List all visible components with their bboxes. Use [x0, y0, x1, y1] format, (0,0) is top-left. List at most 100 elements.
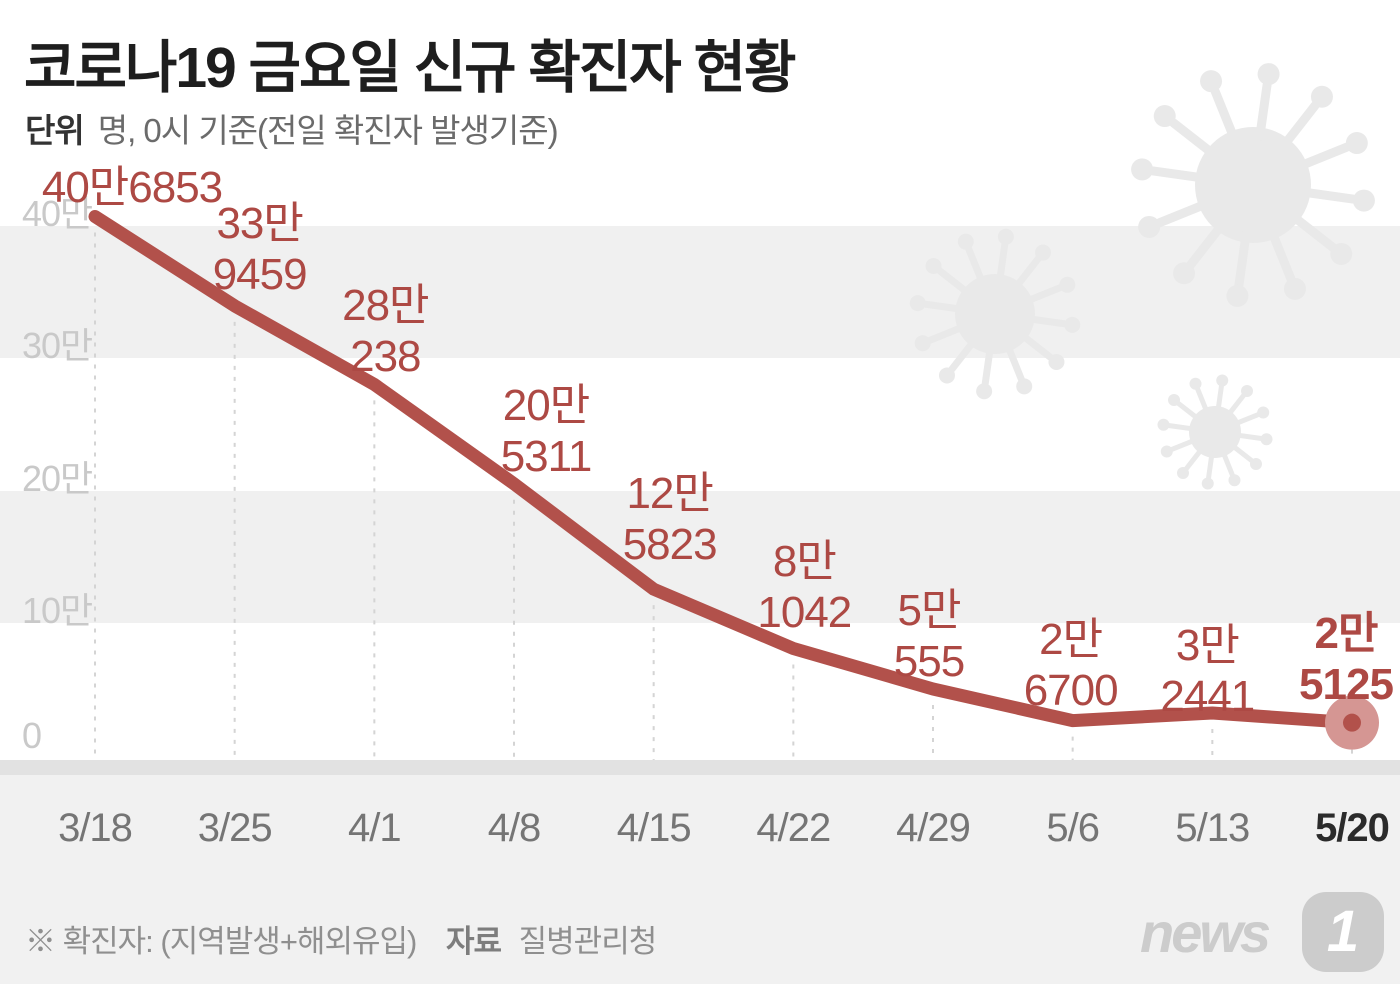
data-label: 33만 9459	[140, 198, 380, 300]
logo-one-badge: 1	[1302, 892, 1384, 972]
virus-spike	[1287, 210, 1338, 252]
virus-spike	[1229, 443, 1254, 463]
virus-spike	[1266, 226, 1296, 284]
data-label: 5만 555	[809, 585, 1049, 687]
virus-spike-tip	[1228, 474, 1241, 487]
virus-spike	[1210, 86, 1240, 144]
data-label: 2만 6700	[951, 614, 1191, 716]
data-label-line: 8만	[772, 537, 837, 586]
data-label: 20만 5311	[426, 380, 666, 482]
data-label-line: 20만	[502, 381, 590, 430]
virus-spike	[1220, 449, 1235, 478]
virus-spike	[1206, 451, 1215, 481]
virus-spike-tip	[1330, 242, 1353, 265]
data-label: 8만 1042	[684, 536, 924, 638]
trend-line	[88, 210, 1359, 730]
virus-spike	[965, 245, 986, 286]
note-body: (지역발생+해외유입)	[160, 924, 417, 959]
virus-spike	[1186, 219, 1228, 270]
virus-spike	[1012, 255, 1042, 291]
y-axis-label: 20만	[22, 457, 93, 499]
virus-spike-tip	[938, 367, 955, 384]
virus-spike	[1154, 198, 1212, 228]
virus-spike-tip	[976, 383, 993, 400]
virus-spike	[1234, 432, 1264, 441]
data-label-line: 555	[893, 637, 965, 686]
x-axis-label: 5/20	[1315, 806, 1390, 850]
data-label-line: 9459	[212, 250, 308, 299]
virus-spike	[1004, 342, 1025, 383]
virus-spike	[1297, 187, 1358, 204]
virus-spike-tip	[1283, 277, 1306, 300]
virus-spike	[1232, 412, 1261, 427]
data-label: 2만 5125	[1226, 608, 1400, 710]
virus-spike-tip	[914, 335, 931, 352]
virus-spike-tip	[1138, 215, 1161, 238]
virus-spike	[1255, 80, 1272, 141]
data-label-line: 5311	[500, 432, 593, 481]
virus-spike-tip	[1131, 158, 1154, 181]
note-prefix: ※ 확진자:	[25, 924, 154, 959]
plot-band	[0, 490, 1400, 624]
data-label-line: 5125	[1299, 660, 1394, 709]
x-axis-label: 4/1	[348, 806, 402, 850]
virus-watermark-icon	[909, 228, 1081, 400]
virus-spike-tip	[1168, 393, 1181, 406]
virus-watermark-icon	[1157, 374, 1273, 490]
virus-spike	[948, 337, 978, 373]
virus-spike-tip	[1257, 406, 1270, 419]
virus-body	[1189, 406, 1241, 458]
virus-spike-tip	[1153, 105, 1176, 128]
virus-spike-tip	[1201, 477, 1214, 490]
data-label-line: 6700	[1023, 666, 1119, 715]
data-label-line: 12만	[626, 469, 713, 518]
virus-body	[1195, 127, 1311, 243]
virus-spike	[1215, 383, 1224, 413]
x-axis-label: 4/22	[756, 806, 831, 850]
virus-spike-tip	[1016, 378, 1033, 395]
data-label-line: 40만6853	[41, 163, 223, 212]
virus-spike-tip	[1160, 445, 1173, 458]
virus-spike-tip	[1059, 276, 1076, 293]
data-label-line: 5823	[622, 520, 718, 569]
data-label-line: 3만	[1175, 621, 1240, 670]
data-label: 28만 238	[265, 280, 505, 382]
footer-background	[0, 775, 1400, 984]
virus-spike	[926, 323, 967, 344]
data-label-line: 2만	[1039, 615, 1103, 664]
data-label-line: 33만	[216, 199, 303, 248]
x-axis-label: 3/25	[197, 806, 273, 850]
virus-spike-tip	[925, 257, 942, 274]
x-axis-label: 3/18	[58, 806, 133, 850]
virus-spike-tip	[957, 233, 974, 250]
virus-spike	[1176, 401, 1201, 421]
virus-spike-tip	[1176, 466, 1189, 479]
virus-spike	[1294, 142, 1352, 172]
last-point-marker	[1343, 713, 1361, 732]
virus-spike	[1226, 393, 1246, 418]
virus-spike	[936, 267, 972, 297]
virus-spike-tip	[1345, 132, 1368, 155]
virus-spike	[1184, 446, 1204, 471]
virus-spike	[981, 344, 994, 387]
virus-spike-tip	[1257, 63, 1280, 86]
news1-logo: news 1	[1140, 890, 1386, 972]
virus-spike	[1148, 166, 1209, 183]
virus-spike	[996, 241, 1009, 284]
x-axis-label: 4/15	[616, 806, 692, 850]
x-axis-label: 4/29	[896, 806, 971, 850]
virus-spike-tip	[1173, 262, 1196, 285]
virus-spike-tip	[1064, 316, 1081, 333]
virus-spike-tip	[1352, 189, 1375, 212]
virus-spike-tip	[1249, 458, 1262, 471]
footer-note: ※ 확진자: (지역발생+해외유입) 자료 질병관리청	[25, 916, 657, 961]
unit-label: 단위	[25, 112, 85, 149]
y-axis-label: 30만	[22, 325, 93, 367]
data-label-line: 2만	[1314, 609, 1379, 658]
data-label-line: 238	[350, 332, 421, 381]
data-label: 40만6853	[12, 162, 252, 213]
virus-spike	[922, 300, 965, 313]
data-label-line: 1042	[757, 588, 852, 637]
virus-body	[955, 274, 1035, 354]
logo-news-text: news	[1140, 901, 1271, 964]
